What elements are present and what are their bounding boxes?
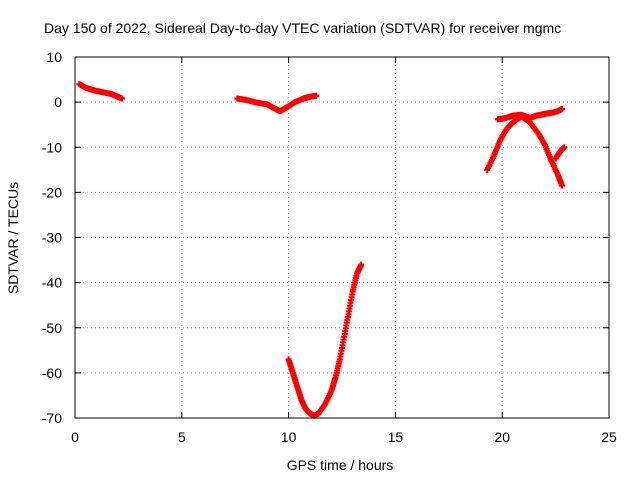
y-axis-label: SDTVAR / TECUs [5, 182, 21, 294]
data-series [76, 81, 568, 419]
y-tick-label: -30 [42, 230, 62, 246]
x-tick-label: 25 [601, 429, 617, 445]
x-tick-label: 10 [281, 429, 297, 445]
y-tick-label: -20 [42, 184, 62, 200]
y-tick-label: -50 [42, 320, 62, 336]
y-tick-label: -60 [42, 365, 62, 381]
data-point [561, 144, 568, 151]
data-point [559, 105, 566, 112]
y-tick-label: 0 [54, 94, 62, 110]
series-5 [494, 105, 566, 123]
y-axis: 10 0 -10 -20 -30 -40 -50 -60 -70 [42, 49, 609, 426]
series-2 [234, 92, 320, 115]
series-6 [552, 144, 568, 162]
chart-title: Day 150 of 2022, Sidereal Day-to-day VTE… [44, 20, 561, 36]
x-axis-label: GPS time / hours [287, 457, 394, 473]
data-point [313, 92, 320, 99]
y-tick-label: -70 [42, 410, 62, 426]
x-tick-label: 0 [71, 429, 79, 445]
data-point [358, 261, 365, 268]
series-1 [76, 81, 125, 102]
x-tick-label: 15 [388, 429, 404, 445]
data-point [559, 182, 566, 189]
x-tick-label: 5 [178, 429, 186, 445]
y-tick-label: -40 [42, 275, 62, 291]
series-4 [484, 113, 566, 189]
data-point [118, 95, 125, 102]
y-tick-label: 10 [46, 49, 62, 65]
grid-lines [75, 57, 609, 418]
series-3 [285, 261, 365, 419]
x-axis: 0 5 10 15 20 25 [71, 57, 617, 445]
y-tick-label: -10 [42, 139, 62, 155]
x-tick-label: 20 [494, 429, 510, 445]
